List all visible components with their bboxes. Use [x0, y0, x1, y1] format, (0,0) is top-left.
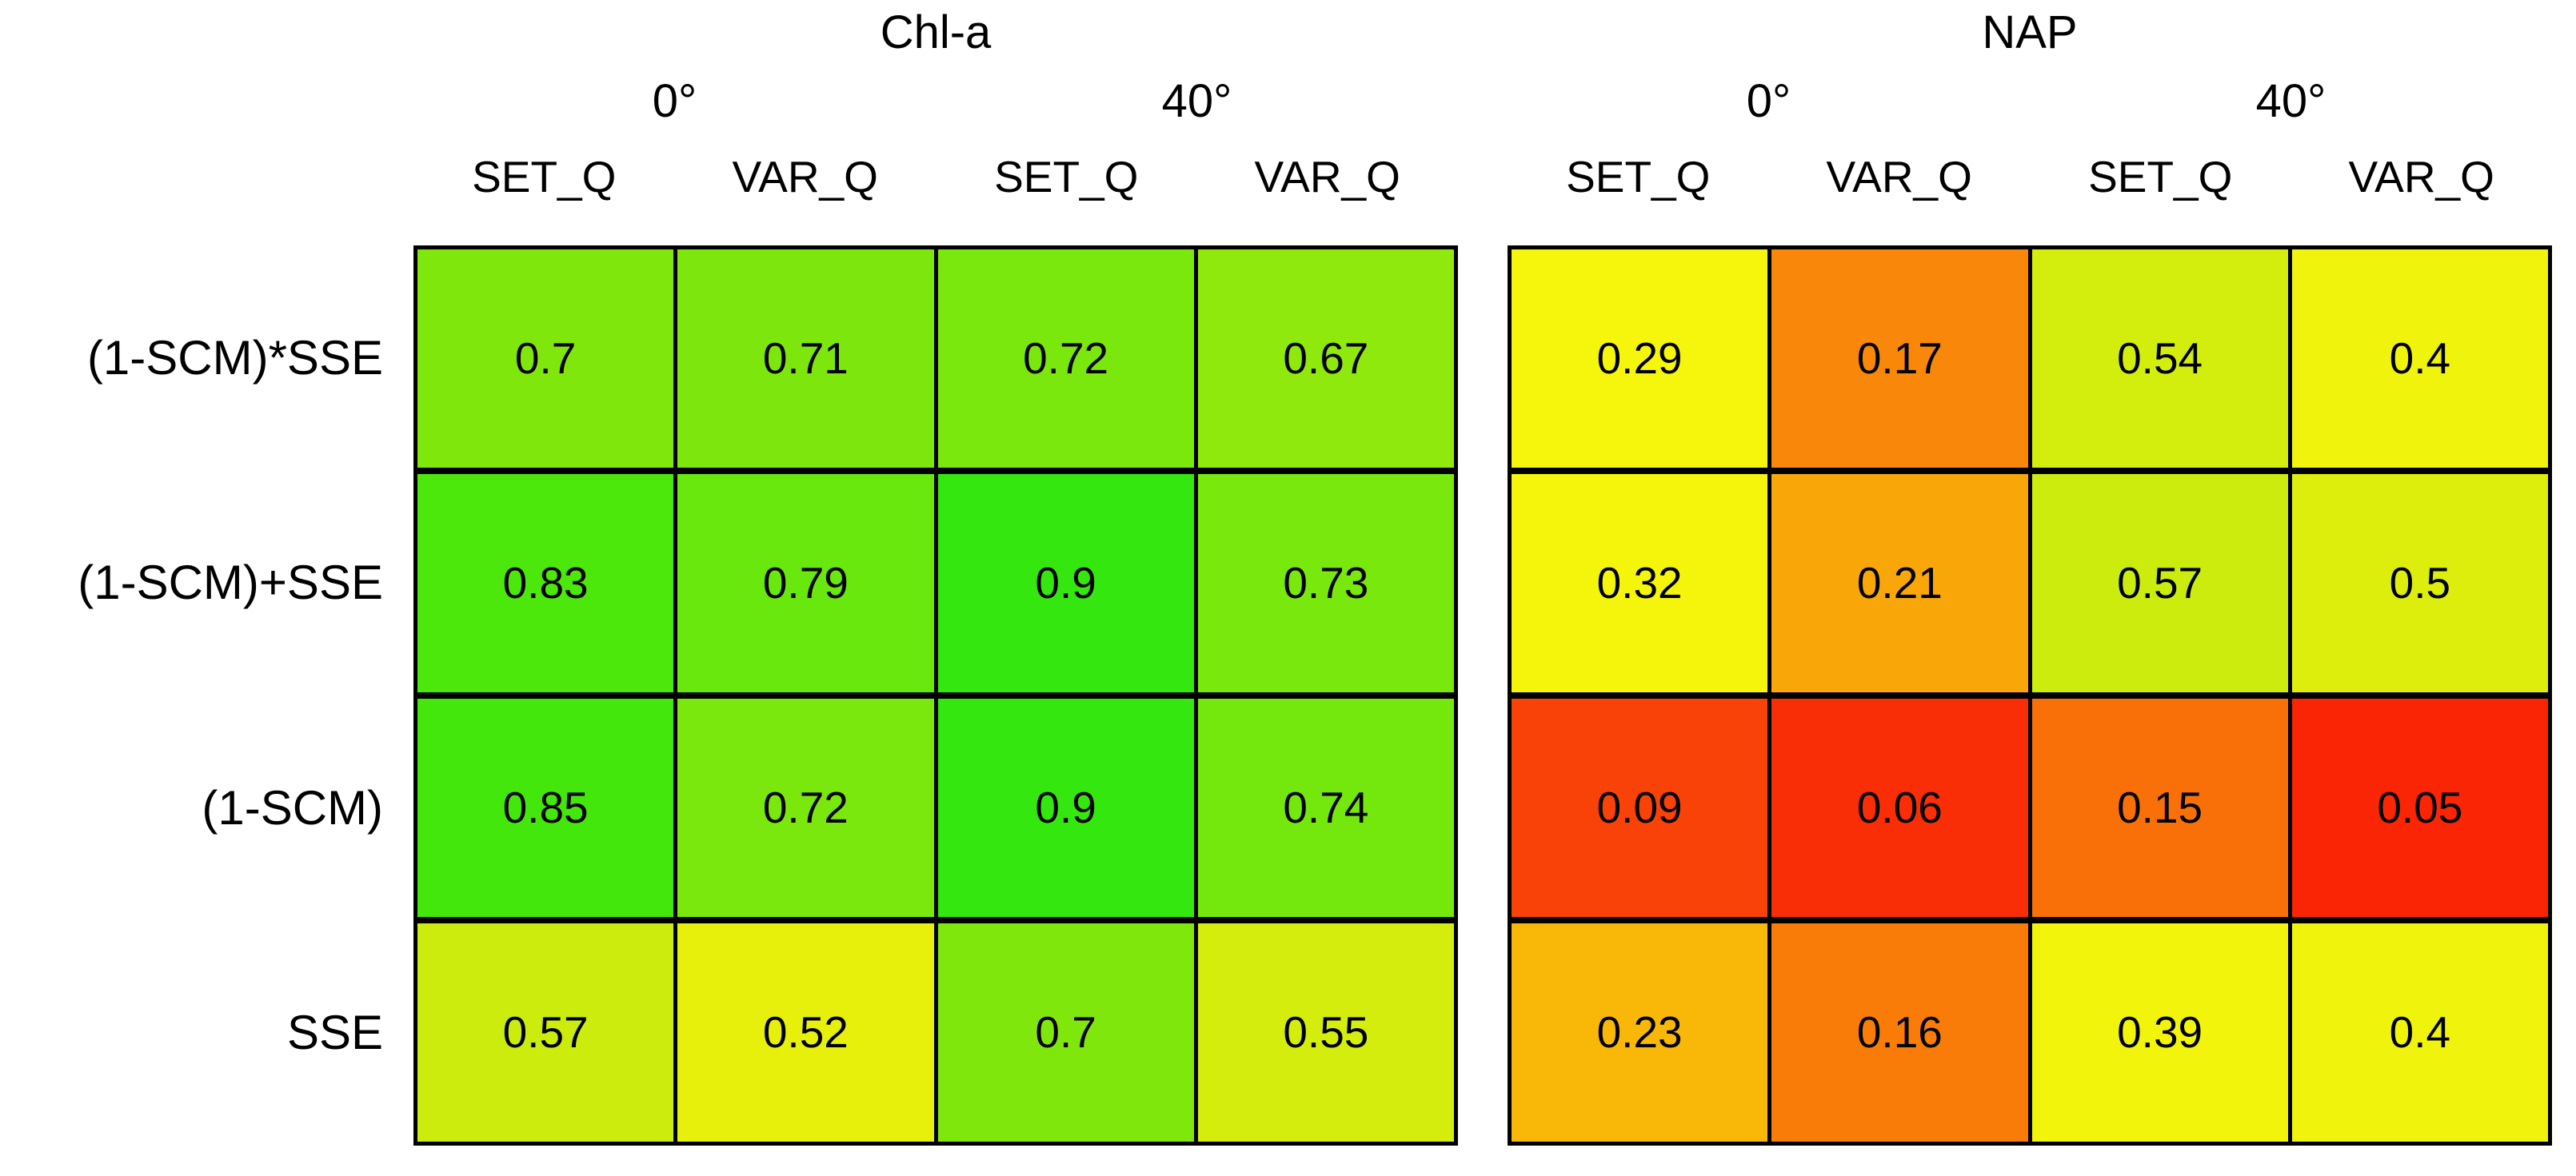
panel-title: Chl-a	[880, 6, 992, 58]
column-header: VAR_Q	[1826, 152, 1972, 201]
heatmap-cell: 0.74	[1197, 699, 1454, 917]
column-header: SET_Q	[1566, 152, 1711, 201]
panel-nap: NAP 0° 40° SET_Q VAR_Q SET_Q VAR_Q 0.29 0…	[1508, 0, 2552, 1176]
column-header: SET_Q	[472, 152, 617, 201]
heatmap-cell: 0.06	[1771, 699, 2028, 917]
heatmap-grid-nap: 0.29 0.17 0.54 0.4 0.32 0.21 0.57 0.5 0.09 0.06 0.…	[1508, 245, 2552, 1146]
heatmap-cell: 0.67	[1197, 249, 1454, 468]
angle-header-row: 0° 40°	[1508, 78, 2552, 125]
heatmap-cell: 0.7	[937, 923, 1194, 1142]
angle-header-row: 0° 40°	[413, 78, 1458, 125]
heatmap-cell: 0.9	[937, 474, 1194, 692]
heatmap-cell: 0.5	[2291, 474, 2548, 692]
heatmap-cell: 0.71	[677, 249, 934, 468]
column-header: SET_Q	[994, 152, 1139, 201]
heatmap-cell: 0.9	[937, 699, 1194, 917]
heatmap-cell: 0.7	[417, 249, 674, 468]
heatmap-cell: 0.32	[1512, 474, 1768, 692]
row-label: (1-SCM)+SSE	[78, 556, 383, 610]
heatmap-cell: 0.52	[677, 923, 934, 1142]
heatmap-cell: 0.57	[2031, 474, 2288, 692]
heatmap-cell: 0.29	[1512, 249, 1768, 468]
heatmap-cell: 0.23	[1512, 923, 1768, 1142]
heatmap-cell: 0.17	[1771, 249, 2028, 468]
heatmap-cell: 0.57	[417, 923, 674, 1142]
heatmap-cell: 0.15	[2031, 699, 2288, 917]
column-header: VAR_Q	[1254, 152, 1400, 201]
column-header: SET_Q	[2088, 152, 2233, 201]
heatmap-cell: 0.72	[677, 699, 934, 917]
angle-header: 40°	[2255, 75, 2326, 127]
heatmap-cell: 0.39	[2031, 923, 2288, 1142]
heatmap-cell: 0.73	[1197, 474, 1454, 692]
column-header: VAR_Q	[732, 152, 878, 201]
angle-header: 40°	[1161, 75, 1232, 127]
heatmap-cell: 0.85	[417, 699, 674, 917]
heatmap-cell: 0.54	[2031, 249, 2288, 468]
heatmap-cell: 0.09	[1512, 699, 1768, 917]
panel-chl-a: Chl-a 0° 40° SET_Q VAR_Q SET_Q VAR_Q 0.7…	[413, 0, 1458, 1176]
column-header-row: SET_Q VAR_Q SET_Q VAR_Q	[413, 155, 1458, 199]
row-label: (1-SCM)	[202, 780, 383, 835]
row-labels: (1-SCM)*SSE (1-SCM)+SSE (1-SCM) SSE	[0, 245, 389, 1146]
heatmap-cell: 0.05	[2291, 699, 2548, 917]
heatmap-cell: 0.83	[417, 474, 674, 692]
heatmap-cell: 0.4	[2291, 923, 2548, 1142]
heatmap-cell: 0.72	[937, 249, 1194, 468]
column-header-row: SET_Q VAR_Q SET_Q VAR_Q	[1508, 155, 2552, 199]
heatmap-cell: 0.79	[677, 474, 934, 692]
heatmap-cell: 0.16	[1771, 923, 2028, 1142]
column-header: VAR_Q	[2348, 152, 2494, 201]
heatmap-cell: 0.4	[2291, 249, 2548, 468]
angle-header: 0°	[1746, 75, 1791, 127]
heatmap-grid-chl-a: 0.7 0.71 0.72 0.67 0.83 0.79 0.9 0.73 0.85 0.72 0.…	[413, 245, 1458, 1146]
heatmap-cell: 0.55	[1197, 923, 1454, 1142]
panel-title: NAP	[1982, 6, 2078, 58]
row-label: SSE	[286, 1006, 383, 1060]
angle-header: 0°	[652, 75, 697, 127]
heatmap-cell: 0.21	[1771, 474, 2028, 692]
row-label: (1-SCM)*SSE	[86, 330, 383, 385]
